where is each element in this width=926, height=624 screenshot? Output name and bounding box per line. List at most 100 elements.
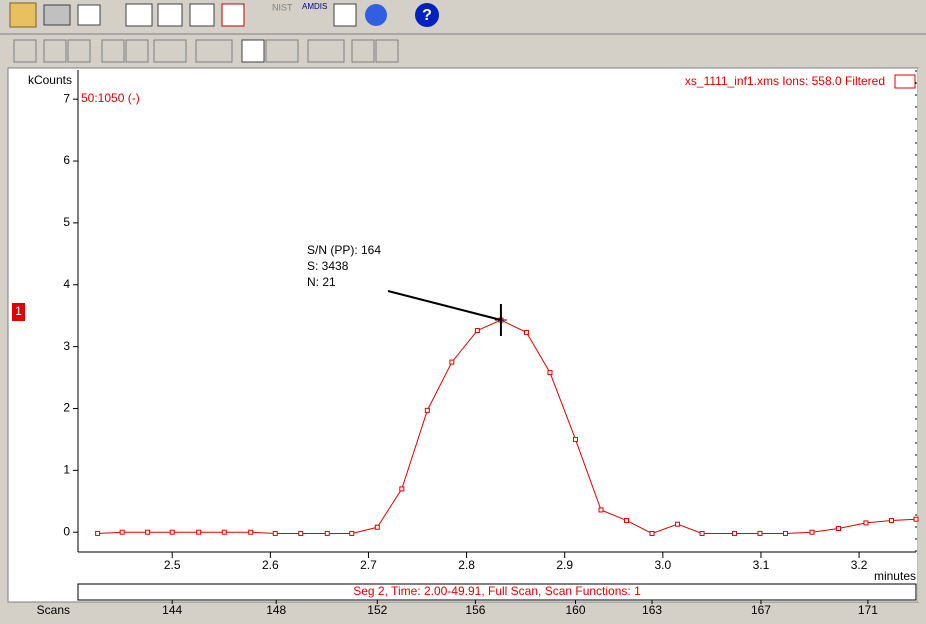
trace-point [782,530,788,536]
trace-point [221,529,227,535]
trace-point [324,530,330,536]
amdis-label[interactable]: AMDIS [302,2,327,11]
scan-tick-label: 148 [266,603,286,617]
scrollbar [918,68,926,602]
toolbar-top: NIST AMDIS ? [9,2,439,28]
peak-button[interactable] [241,39,265,63]
segment-label: Seg 2, Time: 2.00-49.91, Full Scan, Scan… [353,584,641,598]
x-axis-label: minutes [874,569,916,583]
annotation-line: S: 3438 [307,259,349,273]
scale-button[interactable] [265,39,299,63]
trace-point [399,486,405,492]
print-button[interactable] [43,4,71,26]
trace-point [523,329,529,335]
trace-point [145,529,151,535]
x-tick-label: 2.9 [556,558,573,572]
list-button[interactable] [333,3,357,27]
table-button[interactable] [189,3,215,27]
trace-point [196,529,202,535]
scan-tick-label: 160 [565,603,585,617]
spectrum-button[interactable] [221,3,245,27]
trace-point [248,529,254,535]
y-tick-label: 1 [63,463,70,477]
chrom-button[interactable] [125,3,153,27]
select-button[interactable] [195,39,233,63]
integrate-button[interactable] [351,39,375,63]
open-button[interactable] [9,2,37,28]
y-unit: kCounts [28,73,72,87]
trace-point [835,525,841,531]
trace-point [374,524,380,530]
trace-point [95,530,101,536]
peak-pointer [387,290,502,321]
scan-tick-label: 163 [642,603,662,617]
trace-point [913,516,919,522]
annotation-line: N: 21 [307,275,336,289]
x-tick-label: 2.7 [360,558,377,572]
trace-point [699,530,705,536]
x-tick-label: 3.2 [851,558,868,572]
trace-point [547,370,553,376]
x-tick-label: 3.0 [654,558,671,572]
x-tick-label: 2.5 [164,558,181,572]
annotation-line: S/N (PP): 164 [307,243,381,257]
trace-point [119,529,125,535]
trace-point [863,520,869,526]
up-button[interactable] [13,39,37,63]
search-button[interactable] [157,3,183,27]
toolbar-second [13,39,399,63]
export-button[interactable] [77,4,101,26]
trace-point [298,530,304,536]
trace-point [349,530,355,536]
scan-tick-label: 152 [367,603,387,617]
trace-point [809,529,815,535]
trace-number: 1 [15,304,22,318]
help-icon: ? [422,7,432,24]
move-button[interactable] [43,39,67,63]
scan-tick-label: 171 [858,603,878,617]
back-button[interactable] [101,39,125,63]
trace-point [649,530,655,536]
x-tick-label: 2.8 [458,558,475,572]
y-tick-label: 2 [63,401,70,415]
y-tick-label: 7 [63,91,70,105]
trace-point [598,507,604,513]
refresh-button[interactable] [365,4,387,26]
window-icons [894,74,916,89]
undo-button[interactable] [67,39,91,63]
trace-point [731,530,737,536]
scan-tick-label: 144 [162,603,182,617]
scan-tick-label: 156 [465,603,485,617]
nist-label[interactable]: NIST [272,2,293,12]
range-label: 50:1050 (-) [81,91,140,105]
segment-box [77,583,917,601]
trace-point [573,436,579,442]
trace-point [624,517,630,523]
forward-button[interactable] [125,39,149,63]
trace-badge [12,303,25,321]
y-tick-label: 0 [63,524,70,538]
y-tick-label: 4 [63,277,70,291]
scan-tick-label: 167 [751,603,771,617]
trace-point [449,359,455,365]
status-bar [0,604,926,624]
chart-panel [7,67,919,603]
y-tick-label: 6 [63,153,70,167]
trace-point [424,407,430,413]
y-tick-label: 3 [63,339,70,353]
trace-point [675,521,681,527]
trace-point [169,529,175,535]
integrate2-button[interactable] [375,39,399,63]
y-tick-label: 5 [63,215,70,229]
trace-point [888,517,894,523]
cursor-button[interactable] [153,39,187,63]
x-tick-label: 3.1 [753,558,770,572]
layout-button[interactable] [307,39,345,63]
x-tick-label: 2.6 [262,558,279,572]
trace-point [272,530,278,536]
help-button[interactable] [415,3,439,27]
trace-point [474,328,480,334]
trace-point [757,530,763,536]
